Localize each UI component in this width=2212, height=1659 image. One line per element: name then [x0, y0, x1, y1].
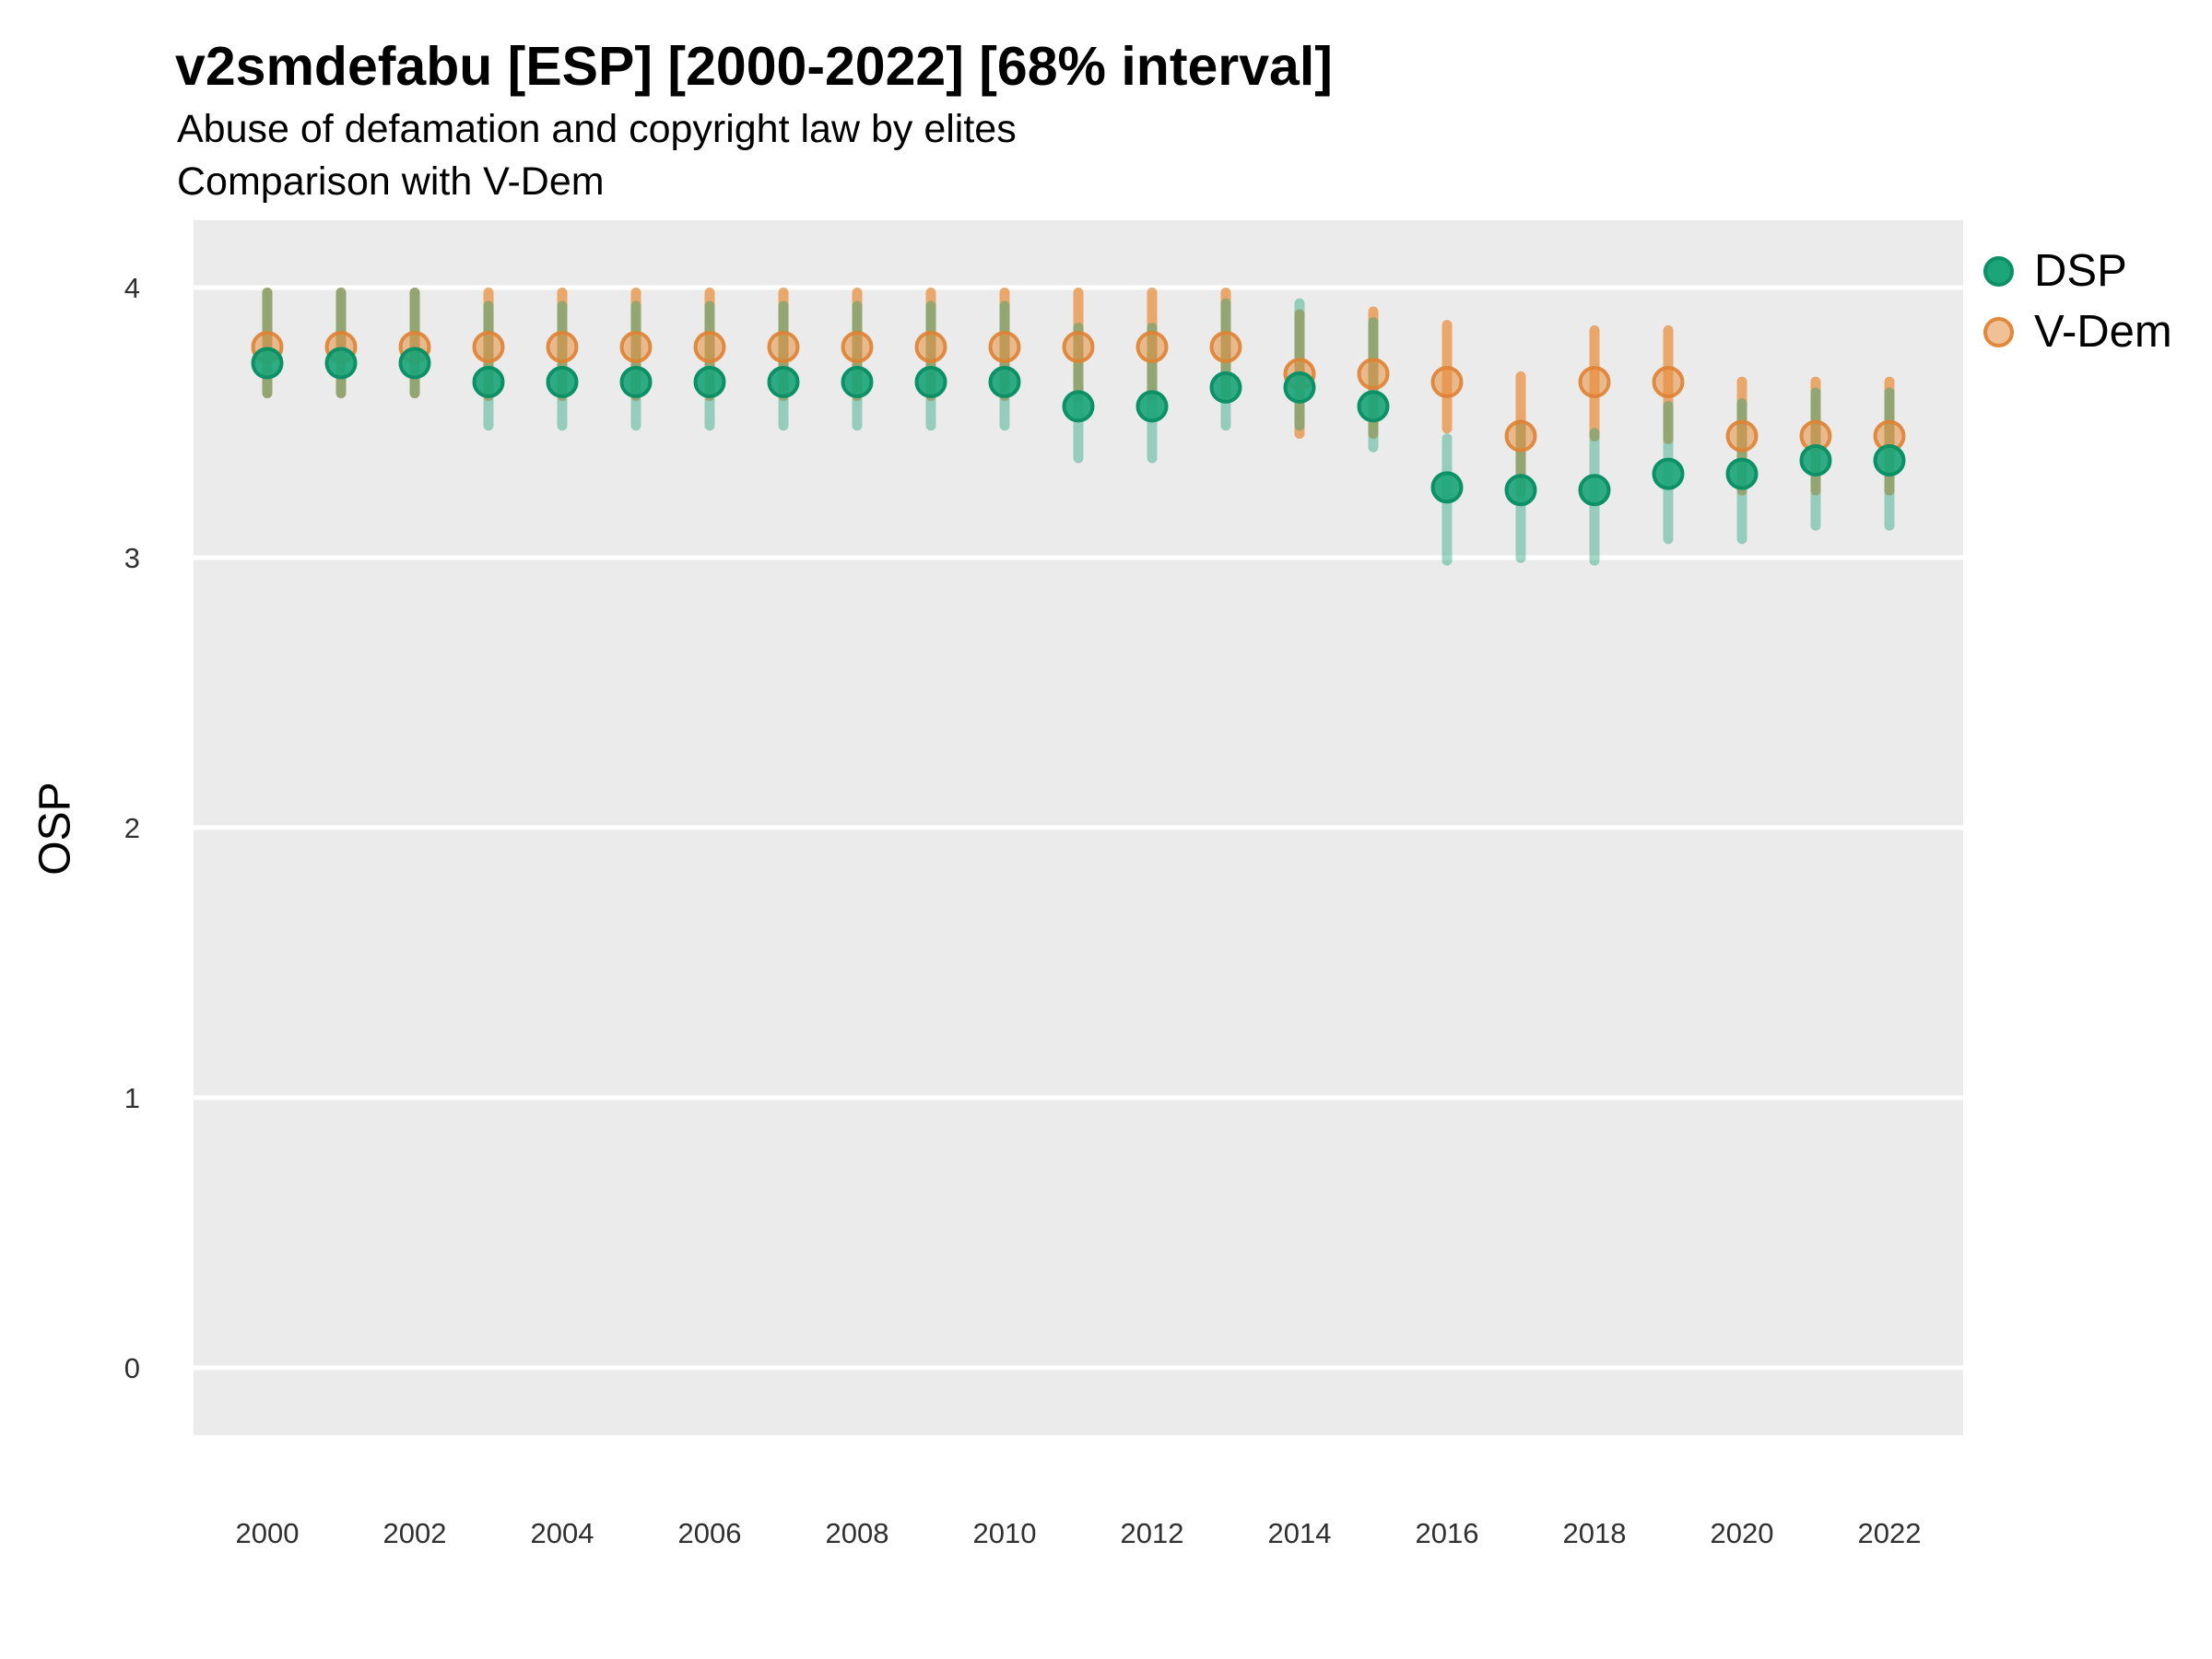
legend-entry-vdem: V-Dem — [1983, 308, 2172, 356]
x-tick-label: 2006 — [678, 1517, 742, 1549]
y-tick-label: 0 — [124, 1352, 140, 1384]
y-tick-label: 1 — [124, 1082, 140, 1114]
data-point-vdem — [1652, 366, 1685, 399]
chart-title: v2smdefabu [ESP] [2000-2022] [68% interv… — [175, 36, 1333, 97]
data-point-dsp — [1725, 457, 1759, 490]
data-point-dsp — [619, 366, 653, 399]
data-point-dsp — [1652, 457, 1685, 490]
data-point-vdem — [1209, 330, 1242, 363]
y-tick-label: 2 — [124, 812, 140, 844]
data-point-dsp — [1504, 474, 1537, 507]
data-point-dsp — [914, 366, 947, 399]
error-bar-dsp — [557, 300, 568, 431]
data-point-vdem — [1135, 330, 1169, 363]
dsp-legend-marker-icon — [1983, 255, 2014, 287]
data-point-vdem — [1062, 330, 1095, 363]
data-point-vdem — [841, 330, 874, 363]
x-tick-label: 2000 — [236, 1517, 300, 1549]
error-bar-dsp — [1220, 298, 1231, 431]
data-point-vdem — [1357, 358, 1390, 391]
data-point-dsp — [693, 366, 726, 399]
data-point-dsp — [841, 366, 874, 399]
data-point-dsp — [472, 366, 505, 399]
data-point-vdem — [1578, 366, 1611, 399]
legend-label-vdem: V-Dem — [2034, 306, 2172, 357]
error-bar-dsp — [778, 300, 789, 431]
data-point-dsp — [324, 347, 358, 380]
x-tick-label: 2016 — [1416, 1517, 1479, 1549]
data-point-vdem — [619, 330, 653, 363]
data-point-vdem — [914, 330, 947, 363]
legend-label-dsp: DSP — [2034, 245, 2127, 296]
error-bar-dsp — [925, 300, 936, 431]
x-tick-label: 2014 — [1268, 1517, 1332, 1549]
data-point-dsp — [1209, 371, 1242, 404]
data-point-dsp — [767, 366, 800, 399]
x-tick-label: 2010 — [973, 1517, 1037, 1549]
chart-note: Comparison with V-Dem — [177, 159, 605, 204]
data-point-vdem — [988, 330, 1021, 363]
data-point-dsp — [988, 366, 1021, 399]
error-bar-dsp — [483, 300, 494, 431]
x-tick-label: 2002 — [383, 1517, 447, 1549]
vdem-legend-marker-icon — [1983, 316, 2014, 347]
data-point-dsp — [1283, 371, 1316, 404]
data-point-dsp — [251, 347, 284, 380]
data-point-vdem — [472, 330, 505, 363]
data-point-vdem — [546, 330, 579, 363]
x-tick-label: 2022 — [1858, 1517, 1922, 1549]
legend: DSP V-Dem — [1983, 247, 2172, 356]
data-point-dsp — [398, 347, 431, 380]
chart-subtitle: Abuse of defamation and copyright law by… — [177, 107, 1017, 151]
error-bar-dsp — [999, 300, 1010, 431]
y-tick-label: 3 — [124, 542, 140, 574]
data-point-dsp — [1430, 471, 1464, 504]
x-tick-label: 2012 — [1121, 1517, 1184, 1549]
data-point-dsp — [1357, 390, 1390, 423]
data-point-dsp — [1799, 444, 1832, 477]
x-tick-label: 2008 — [826, 1517, 889, 1549]
data-point-dsp — [1135, 390, 1169, 423]
data-point-vdem — [1725, 419, 1759, 453]
x-tick-label: 2020 — [1711, 1517, 1774, 1549]
data-point-dsp — [1578, 474, 1611, 507]
data-point-vdem — [1504, 419, 1537, 453]
error-bar-dsp — [704, 300, 715, 431]
x-tick-label: 2004 — [531, 1517, 594, 1549]
data-point-vdem — [1430, 366, 1464, 399]
legend-entry-dsp: DSP — [1983, 247, 2172, 295]
data-point-dsp — [546, 366, 579, 399]
error-bar-dsp — [630, 300, 641, 431]
error-bar-dsp — [852, 300, 863, 431]
data-point-vdem — [693, 330, 726, 363]
y-tick-label: 4 — [124, 272, 140, 304]
data-point-vdem — [767, 330, 800, 363]
data-point-dsp — [1062, 390, 1095, 423]
data-point-dsp — [1873, 444, 1906, 477]
x-tick-label: 2018 — [1563, 1517, 1627, 1549]
